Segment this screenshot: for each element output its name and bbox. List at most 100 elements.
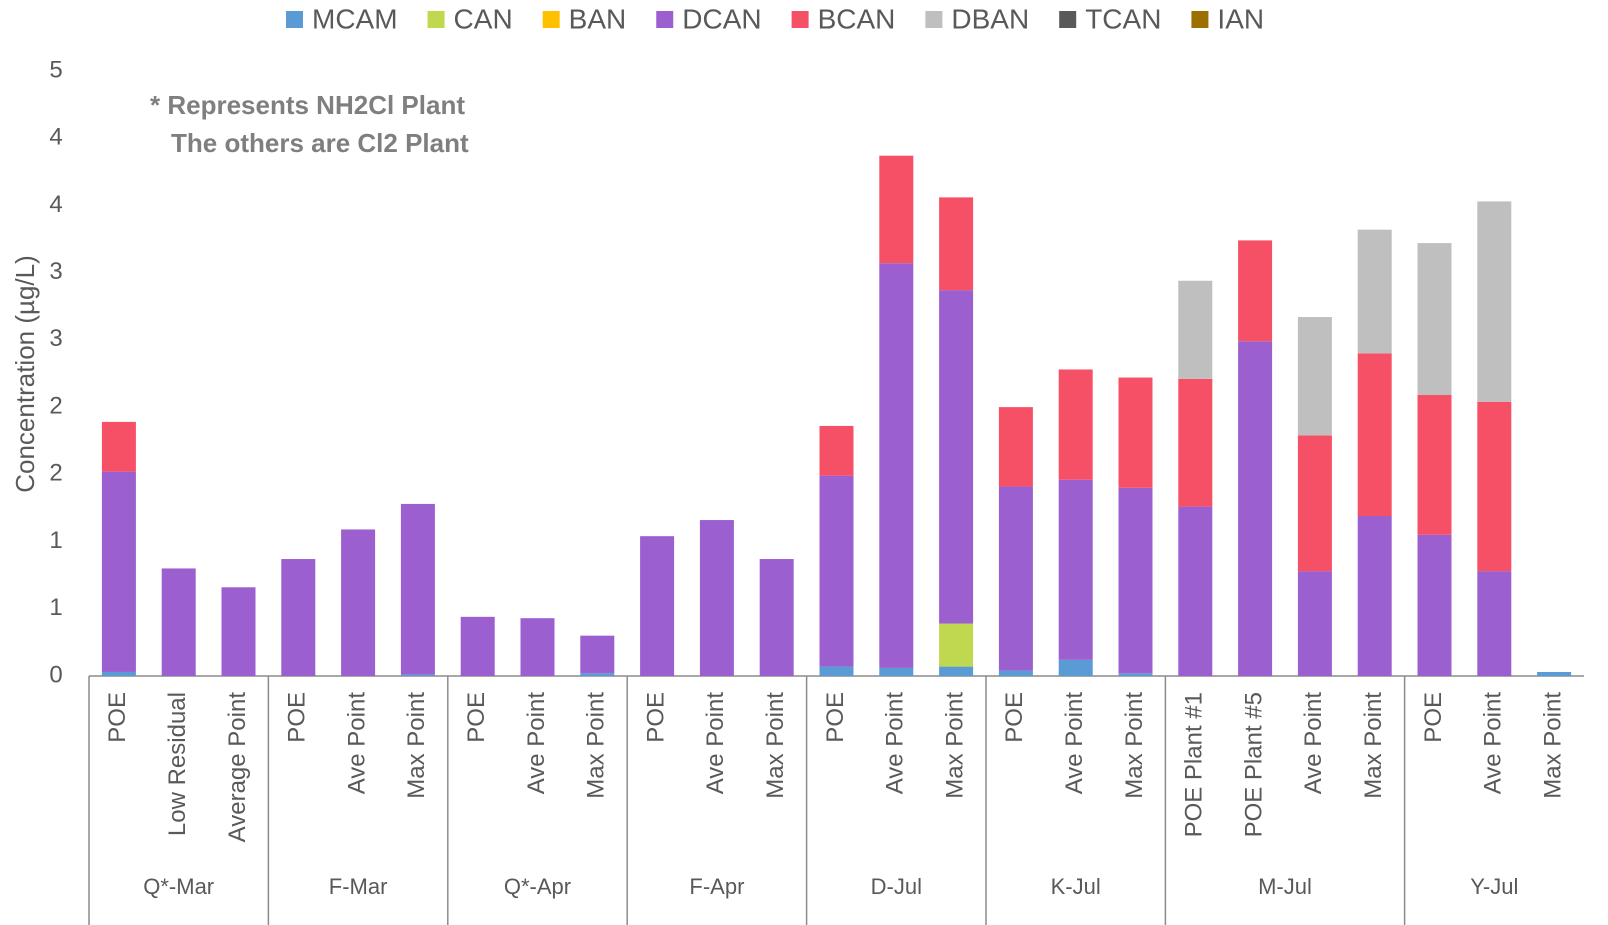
legend-label: DBAN (951, 3, 1029, 34)
bar-segment (819, 425, 854, 476)
legend-label: MCAM (312, 3, 398, 34)
bar-segment (939, 623, 974, 667)
group-label: F-Apr (689, 874, 744, 899)
bar-segment (1297, 317, 1332, 436)
bar-segment (879, 263, 914, 668)
bar-segment (819, 475, 854, 667)
bar-segment (460, 616, 495, 676)
legend-swatch (791, 11, 809, 28)
group-label: D-Jul (871, 874, 922, 899)
bar-segment (1477, 571, 1512, 676)
bar-segment (879, 667, 914, 676)
x-tick-label: Low Residual (164, 692, 191, 836)
x-tick-label: Max Point (583, 692, 610, 799)
x-tick-label: Max Point (1121, 692, 1148, 799)
y-tick-label: 2 (49, 392, 62, 419)
bar-segment (221, 587, 256, 676)
legend-label: CAN (454, 3, 513, 34)
legend-swatch (427, 11, 445, 28)
x-tick-label: Max Point (403, 692, 430, 799)
x-tick-label: Average Point (224, 692, 251, 843)
x-tick-label: POE (1001, 692, 1028, 743)
bar-segment (1357, 229, 1392, 354)
group-label: F-Mar (329, 874, 388, 899)
bar-segment (1417, 243, 1452, 396)
bar-segment (400, 503, 435, 675)
annotation: * Represents NH2Cl Plant (150, 90, 465, 120)
legend-label: DCAN (682, 3, 761, 34)
group-label: Q*-Apr (504, 874, 571, 899)
y-axis-label: Concentration (µg/L) (10, 255, 40, 493)
y-tick-label: 5 (49, 56, 62, 83)
x-tick-label: Ave Point (343, 692, 370, 795)
legend-swatch (1059, 11, 1077, 28)
y-tick-label: 3 (49, 258, 62, 285)
y-tick-label: 1 (49, 527, 62, 554)
bar-segment (939, 290, 974, 624)
legend-swatch (925, 11, 943, 28)
bar-segment (699, 520, 734, 676)
y-tick-label: 4 (49, 191, 62, 218)
y-tick-label: 1 (49, 594, 62, 621)
legend-label: BCAN (818, 3, 896, 34)
legend-swatch (1191, 11, 1209, 28)
x-tick-label: POE Plant #5 (1240, 692, 1267, 837)
legend-swatch (656, 11, 674, 28)
y-tick-label: 3 (49, 325, 62, 352)
bar-segment (1238, 341, 1273, 676)
bar-segment (1297, 435, 1332, 572)
x-tick-label: POE (463, 692, 490, 743)
x-tick-label: Ave Point (1061, 692, 1088, 795)
bar-segment (580, 673, 615, 676)
bar-segment (759, 559, 794, 676)
x-tick-label: Ave Point (1480, 692, 1507, 795)
bar-segment (1477, 401, 1512, 572)
bar-segment (1178, 280, 1213, 379)
bar-segment (161, 568, 196, 676)
bar-segment (1058, 479, 1093, 660)
bar-segment (1058, 369, 1093, 480)
bar-segment (1178, 506, 1213, 676)
x-tick-label: Max Point (1360, 692, 1387, 799)
bar-segment (1118, 377, 1153, 488)
x-tick-label: POE (1420, 692, 1447, 743)
x-tick-label: POE (104, 692, 131, 743)
bar-segment (400, 674, 435, 676)
group-label: Y-Jul (1470, 874, 1518, 899)
x-tick-label: Max Point (941, 692, 968, 799)
bar-segment (1357, 353, 1392, 517)
group-label: K-Jul (1051, 874, 1101, 899)
bar-segment (101, 471, 136, 672)
bar-segment (998, 486, 1033, 671)
bar-segment (101, 421, 136, 472)
x-tick-label: Ave Point (702, 692, 729, 795)
y-tick-label: 0 (49, 661, 62, 688)
bar-segment (341, 529, 376, 676)
group-label: M-Jul (1258, 874, 1312, 899)
legend-label: TCAN (1085, 3, 1161, 34)
bar-segment (1238, 240, 1273, 342)
y-tick-label: 4 (49, 124, 62, 151)
bar-segment (1178, 378, 1213, 507)
annotation: The others are Cl2 Plant (171, 128, 469, 158)
bar-segment (998, 670, 1033, 676)
bar-segment (1058, 659, 1093, 676)
bar-segment (939, 666, 974, 676)
legend-label: BAN (569, 3, 627, 34)
bar-segment (1417, 534, 1452, 676)
bar-segment (1417, 395, 1452, 535)
x-tick-label: Max Point (1539, 692, 1566, 799)
bar-segment (281, 559, 316, 676)
x-tick-label: POE Plant #1 (1181, 692, 1208, 837)
bar-segment (101, 671, 136, 676)
bar-segment (520, 618, 555, 676)
bar-segment (1118, 673, 1153, 676)
y-tick-label: 2 (49, 460, 62, 487)
bar-segment (640, 536, 675, 676)
bar-segment (1357, 516, 1392, 676)
bar-segment (1297, 571, 1332, 676)
x-tick-label: POE (822, 692, 849, 743)
x-tick-label: Ave Point (882, 692, 909, 795)
x-tick-label: Ave Point (523, 692, 550, 795)
